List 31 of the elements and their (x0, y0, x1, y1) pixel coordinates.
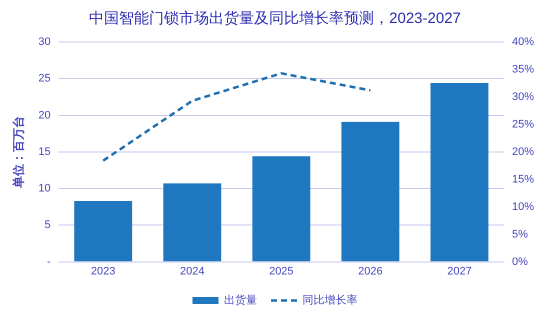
y2-tick-label: 35% (512, 64, 534, 76)
bar (74, 200, 132, 262)
y-tick-label: 25 (38, 72, 51, 85)
y-tick-label: 5 (44, 219, 51, 232)
y2-tick-label: 0% (512, 256, 528, 268)
x-tick-label: 2023 (90, 265, 116, 278)
y-tick-label: 15 (38, 146, 51, 158)
bar (163, 183, 222, 262)
y2-tick-label: 10% (512, 200, 534, 213)
bar (430, 83, 488, 262)
y2-tick-label: 15% (512, 173, 534, 186)
legend-label: 同比增长率 (302, 294, 358, 307)
x-tick-label: 2025 (269, 265, 294, 278)
y-tick-label: 30 (38, 36, 51, 48)
bar (341, 122, 400, 262)
line-series (102, 72, 372, 162)
x-tick-label: 2026 (358, 265, 383, 278)
y-axis-title: 单位：百万台 (12, 116, 26, 189)
y2-tick-label: 20% (512, 146, 534, 158)
y-tick-label: - (46, 256, 51, 268)
y2-tick-label: 5% (512, 228, 528, 240)
x-tick-label: 2024 (180, 265, 204, 278)
chart-title: 中国智能门锁市场出货量及同比增长率预测，2023-2027 (89, 10, 461, 28)
x-tick-label: 2027 (447, 265, 472, 278)
y2-tick-label: 25% (512, 118, 534, 130)
y2-tick-label: 40% (512, 36, 534, 48)
bar (252, 156, 310, 262)
y-tick-label: 20 (38, 109, 51, 122)
y2-tick-label: 30% (512, 90, 534, 103)
y-tick-label: 10 (38, 182, 51, 195)
legend-label: 出货量 (224, 294, 257, 307)
